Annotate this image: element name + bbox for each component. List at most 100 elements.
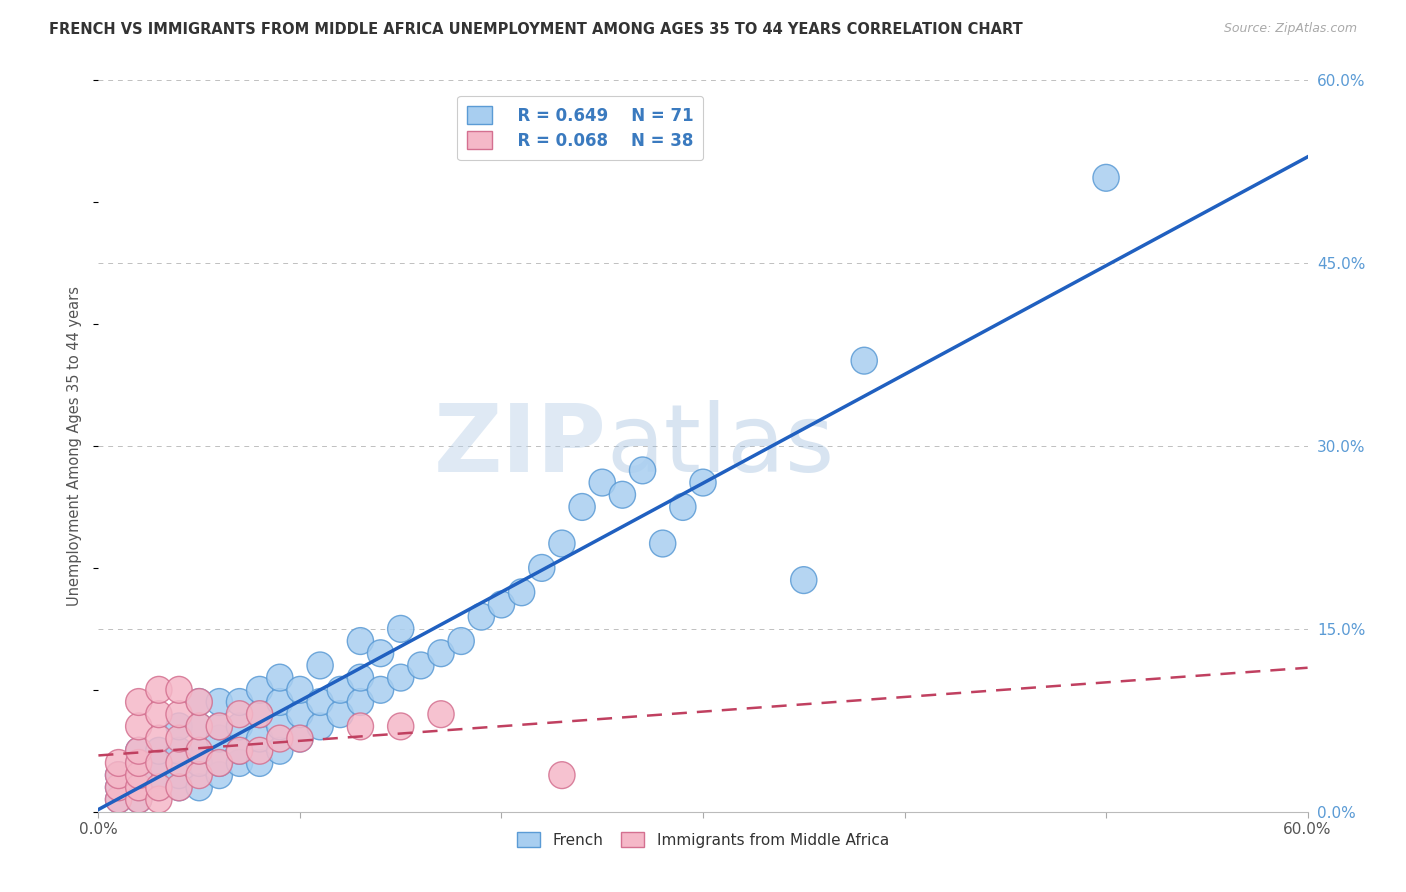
Ellipse shape (267, 665, 292, 691)
Ellipse shape (347, 665, 374, 691)
Ellipse shape (1092, 164, 1119, 191)
Ellipse shape (166, 713, 193, 739)
Ellipse shape (207, 762, 232, 789)
Ellipse shape (509, 579, 534, 606)
Ellipse shape (125, 738, 152, 764)
Ellipse shape (347, 689, 374, 715)
Ellipse shape (146, 762, 172, 789)
Ellipse shape (125, 786, 152, 813)
Ellipse shape (267, 689, 292, 715)
Ellipse shape (328, 676, 353, 703)
Ellipse shape (207, 689, 232, 715)
Ellipse shape (166, 774, 193, 801)
Ellipse shape (125, 749, 152, 776)
Ellipse shape (166, 676, 193, 703)
Ellipse shape (146, 749, 172, 776)
Ellipse shape (267, 725, 292, 752)
Legend: French, Immigrants from Middle Africa: French, Immigrants from Middle Africa (509, 824, 897, 855)
Ellipse shape (388, 665, 413, 691)
Ellipse shape (146, 774, 172, 801)
Ellipse shape (226, 701, 253, 728)
Ellipse shape (125, 689, 152, 715)
Ellipse shape (226, 689, 253, 715)
Ellipse shape (146, 738, 172, 764)
Ellipse shape (328, 701, 353, 728)
Ellipse shape (125, 786, 152, 813)
Ellipse shape (166, 701, 193, 728)
Ellipse shape (347, 713, 374, 739)
Ellipse shape (367, 676, 394, 703)
Ellipse shape (287, 676, 314, 703)
Ellipse shape (186, 689, 212, 715)
Ellipse shape (186, 738, 212, 764)
Ellipse shape (207, 713, 232, 739)
Ellipse shape (186, 774, 212, 801)
Ellipse shape (287, 701, 314, 728)
Ellipse shape (388, 713, 413, 739)
Ellipse shape (267, 713, 292, 739)
Ellipse shape (146, 725, 172, 752)
Ellipse shape (125, 738, 152, 764)
Ellipse shape (166, 725, 193, 752)
Ellipse shape (307, 652, 333, 679)
Ellipse shape (287, 725, 314, 752)
Ellipse shape (166, 749, 193, 776)
Ellipse shape (609, 482, 636, 508)
Ellipse shape (105, 786, 132, 813)
Text: FRENCH VS IMMIGRANTS FROM MIDDLE AFRICA UNEMPLOYMENT AMONG AGES 35 TO 44 YEARS C: FRENCH VS IMMIGRANTS FROM MIDDLE AFRICA … (49, 22, 1024, 37)
Ellipse shape (146, 786, 172, 813)
Ellipse shape (226, 738, 253, 764)
Ellipse shape (166, 762, 193, 789)
Ellipse shape (207, 749, 232, 776)
Ellipse shape (125, 774, 152, 801)
Ellipse shape (307, 713, 333, 739)
Ellipse shape (105, 786, 132, 813)
Ellipse shape (207, 713, 232, 739)
Ellipse shape (246, 676, 273, 703)
Ellipse shape (105, 749, 132, 776)
Ellipse shape (488, 591, 515, 618)
Ellipse shape (246, 738, 273, 764)
Ellipse shape (548, 530, 575, 557)
Ellipse shape (105, 774, 132, 801)
Ellipse shape (226, 738, 253, 764)
Ellipse shape (569, 493, 595, 520)
Ellipse shape (105, 762, 132, 789)
Y-axis label: Unemployment Among Ages 35 to 44 years: Unemployment Among Ages 35 to 44 years (67, 286, 83, 606)
Ellipse shape (146, 701, 172, 728)
Ellipse shape (186, 689, 212, 715)
Ellipse shape (207, 725, 232, 752)
Ellipse shape (226, 713, 253, 739)
Ellipse shape (307, 689, 333, 715)
Ellipse shape (246, 725, 273, 752)
Ellipse shape (287, 725, 314, 752)
Ellipse shape (408, 652, 434, 679)
Ellipse shape (347, 628, 374, 655)
Ellipse shape (427, 701, 454, 728)
Ellipse shape (246, 701, 273, 728)
Ellipse shape (186, 713, 212, 739)
Ellipse shape (790, 566, 817, 593)
Ellipse shape (105, 762, 132, 789)
Ellipse shape (427, 640, 454, 666)
Ellipse shape (548, 762, 575, 789)
Ellipse shape (468, 603, 495, 630)
Ellipse shape (125, 762, 152, 789)
Text: ZIP: ZIP (433, 400, 606, 492)
Ellipse shape (125, 749, 152, 776)
Ellipse shape (186, 738, 212, 764)
Ellipse shape (226, 749, 253, 776)
Ellipse shape (186, 749, 212, 776)
Ellipse shape (166, 774, 193, 801)
Ellipse shape (105, 774, 132, 801)
Ellipse shape (125, 774, 152, 801)
Ellipse shape (529, 555, 555, 582)
Ellipse shape (690, 469, 716, 496)
Ellipse shape (246, 749, 273, 776)
Ellipse shape (650, 530, 676, 557)
Ellipse shape (449, 628, 474, 655)
Ellipse shape (246, 701, 273, 728)
Ellipse shape (388, 615, 413, 642)
Ellipse shape (125, 713, 152, 739)
Ellipse shape (146, 774, 172, 801)
